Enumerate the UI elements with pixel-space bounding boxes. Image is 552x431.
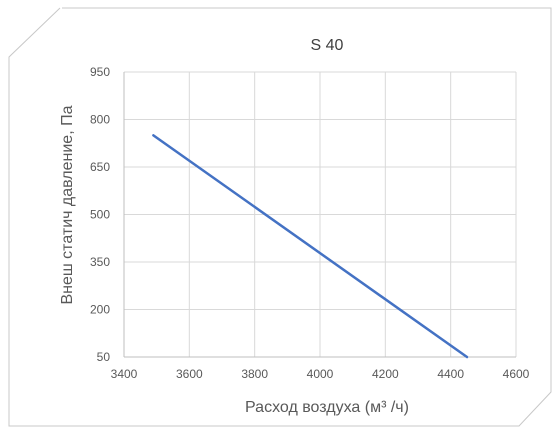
y-axis-label: Внеш статич давление, Па [59, 105, 76, 304]
x-tick-labels: 3400 3600 3800 4000 4200 4400 4600 [111, 367, 530, 381]
chart-title: S 40 [311, 37, 344, 54]
y-tick-label: 350 [90, 255, 110, 269]
grid-lines [124, 71, 517, 357]
x-tick-label: 3800 [241, 367, 268, 381]
y-tick-label: 650 [90, 160, 110, 174]
axes [123, 72, 516, 358]
y-tick-label: 200 [90, 303, 110, 317]
x-axis-label: Расход воздуха (м³ /ч) [245, 399, 409, 416]
x-tick-label: 4600 [503, 367, 530, 381]
y-tick-label: 500 [90, 208, 110, 222]
y-tick-label: 950 [90, 65, 110, 79]
x-tick-label: 4400 [437, 367, 464, 381]
x-tick-label: 3400 [111, 367, 138, 381]
x-tick-label: 4200 [372, 367, 399, 381]
y-tick-label: 50 [97, 350, 111, 364]
x-tick-label: 4000 [307, 367, 334, 381]
series-line [152, 134, 469, 359]
chart-frame [8, 7, 552, 427]
y-tick-labels: 50 200 350 500 650 800 950 [90, 65, 110, 364]
series-group [152, 134, 469, 359]
y-tick-label: 800 [90, 113, 110, 127]
x-tick-label: 3600 [176, 367, 203, 381]
